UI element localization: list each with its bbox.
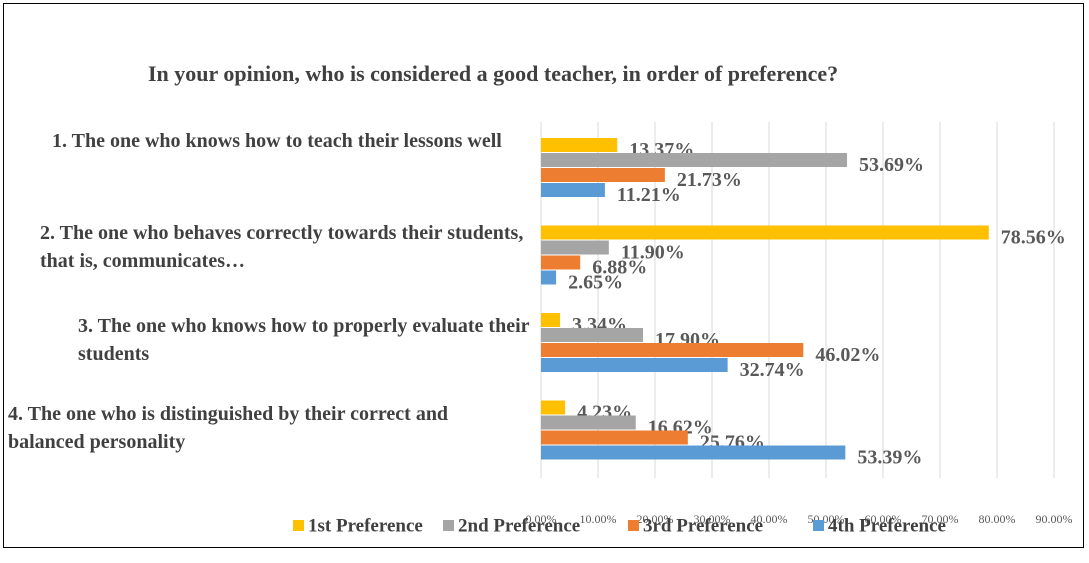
bar	[541, 358, 728, 372]
x-tick-label: 70.00%	[922, 512, 959, 526]
data-label: 11.21%	[617, 184, 681, 206]
x-tick-label: 10.00%	[580, 512, 617, 526]
legend-swatch	[293, 520, 304, 531]
x-tick-label: 90.00%	[1036, 512, 1073, 526]
legend-swatch	[813, 520, 824, 531]
x-tick-label: 80.00%	[979, 512, 1016, 526]
bar	[541, 153, 848, 167]
bar	[541, 168, 665, 182]
category-label: 1. The one who knows how to teach their …	[52, 130, 502, 152]
bar	[541, 270, 557, 285]
bar	[541, 313, 561, 327]
data-label: 46.02%	[815, 344, 880, 366]
x-tick-label: 0.00%	[526, 512, 557, 526]
legend-label: 3rd Preference	[643, 515, 763, 536]
category-label: 2. The one who behaves correctly towards…	[40, 222, 524, 272]
data-label: 53.69%	[859, 154, 924, 176]
category-label: 3. The one who knows how to properly eva…	[78, 315, 530, 365]
data-label: 6.88%	[592, 257, 647, 279]
x-tick-label: 40.00%	[751, 512, 788, 526]
legend-swatch	[443, 520, 454, 531]
x-tick-label: 60.00%	[865, 512, 902, 526]
legend-label: 4th Preference	[828, 515, 946, 536]
bar	[541, 138, 618, 152]
data-label: 78.56%	[1001, 227, 1066, 249]
bar	[541, 430, 688, 445]
legend-swatch	[628, 520, 639, 531]
x-tick-label: 30.00%	[694, 512, 731, 526]
x-tick-label: 20.00%	[637, 512, 674, 526]
data-label: 21.73%	[677, 169, 742, 191]
data-label: 2.65%	[568, 272, 623, 294]
category-label: 4. The one who is distinguished by their…	[8, 403, 449, 453]
bar	[541, 400, 566, 415]
bar	[541, 255, 581, 270]
bar	[541, 240, 609, 255]
bar	[541, 225, 989, 240]
bar	[541, 183, 605, 197]
data-label: 53.39%	[857, 447, 922, 469]
legend-label: 2nd Preference	[458, 515, 580, 536]
chart-title: In your opinion, who is considered a goo…	[148, 61, 839, 86]
bar	[541, 445, 846, 460]
bar	[541, 343, 804, 357]
data-label: 11.90%	[621, 242, 685, 264]
legend-label: 1st Preference	[308, 515, 423, 536]
chart-border	[3, 3, 1084, 548]
data-label: 32.74%	[740, 359, 805, 381]
bar	[541, 415, 636, 430]
bar	[541, 328, 644, 342]
